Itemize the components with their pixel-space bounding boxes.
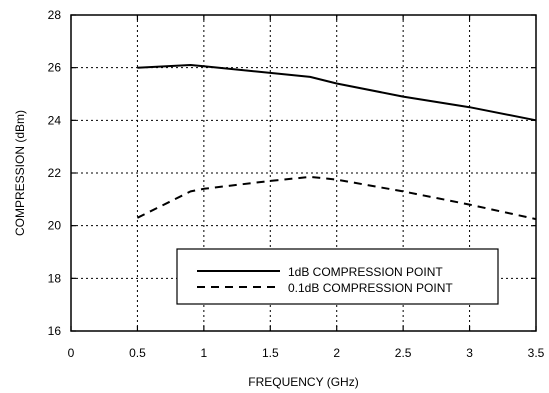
legend-label-1db: 1dB COMPRESSION POINT bbox=[288, 265, 443, 279]
legend-box bbox=[176, 248, 499, 305]
series-layer bbox=[136, 64, 537, 221]
y-tick-label: 26 bbox=[48, 61, 62, 75]
y-tick-label: 16 bbox=[48, 324, 62, 338]
tick-marks bbox=[70, 14, 537, 332]
y-axis-label: COMPRESSION (dBm) bbox=[13, 110, 27, 236]
series-line-1 bbox=[136, 175, 537, 221]
y-tick-label: 22 bbox=[48, 166, 62, 180]
y-tick-label: 28 bbox=[48, 8, 62, 22]
x-tick-label: 0 bbox=[68, 346, 75, 360]
x-axis-label: FREQUENCY (GHz) bbox=[248, 375, 358, 389]
x-tick-labels: 0 0.5 1 1.5 2 2.5 3 3.5 bbox=[68, 346, 545, 360]
x-tick-label: 1 bbox=[201, 346, 208, 360]
x-tick-label: 0.5 bbox=[129, 346, 146, 360]
legend-label-0-1db: 0.1dB COMPRESSION POINT bbox=[288, 281, 453, 295]
y-tick-label: 24 bbox=[48, 113, 62, 127]
x-tick-label: 2 bbox=[333, 346, 340, 360]
y-tick-label: 18 bbox=[48, 271, 62, 285]
x-tick-label: 1.5 bbox=[262, 346, 279, 360]
y-tick-labels: 16 18 20 22 24 26 28 bbox=[48, 8, 62, 338]
legend: 1dB COMPRESSION POINT 0.1dB COMPRESSION … bbox=[176, 248, 499, 305]
x-tick-label: 3.5 bbox=[528, 346, 545, 360]
series-line-0 bbox=[137, 64, 537, 122]
x-tick-label: 2.5 bbox=[395, 346, 412, 360]
y-tick-label: 20 bbox=[48, 219, 62, 233]
x-tick-label: 3 bbox=[466, 346, 473, 360]
